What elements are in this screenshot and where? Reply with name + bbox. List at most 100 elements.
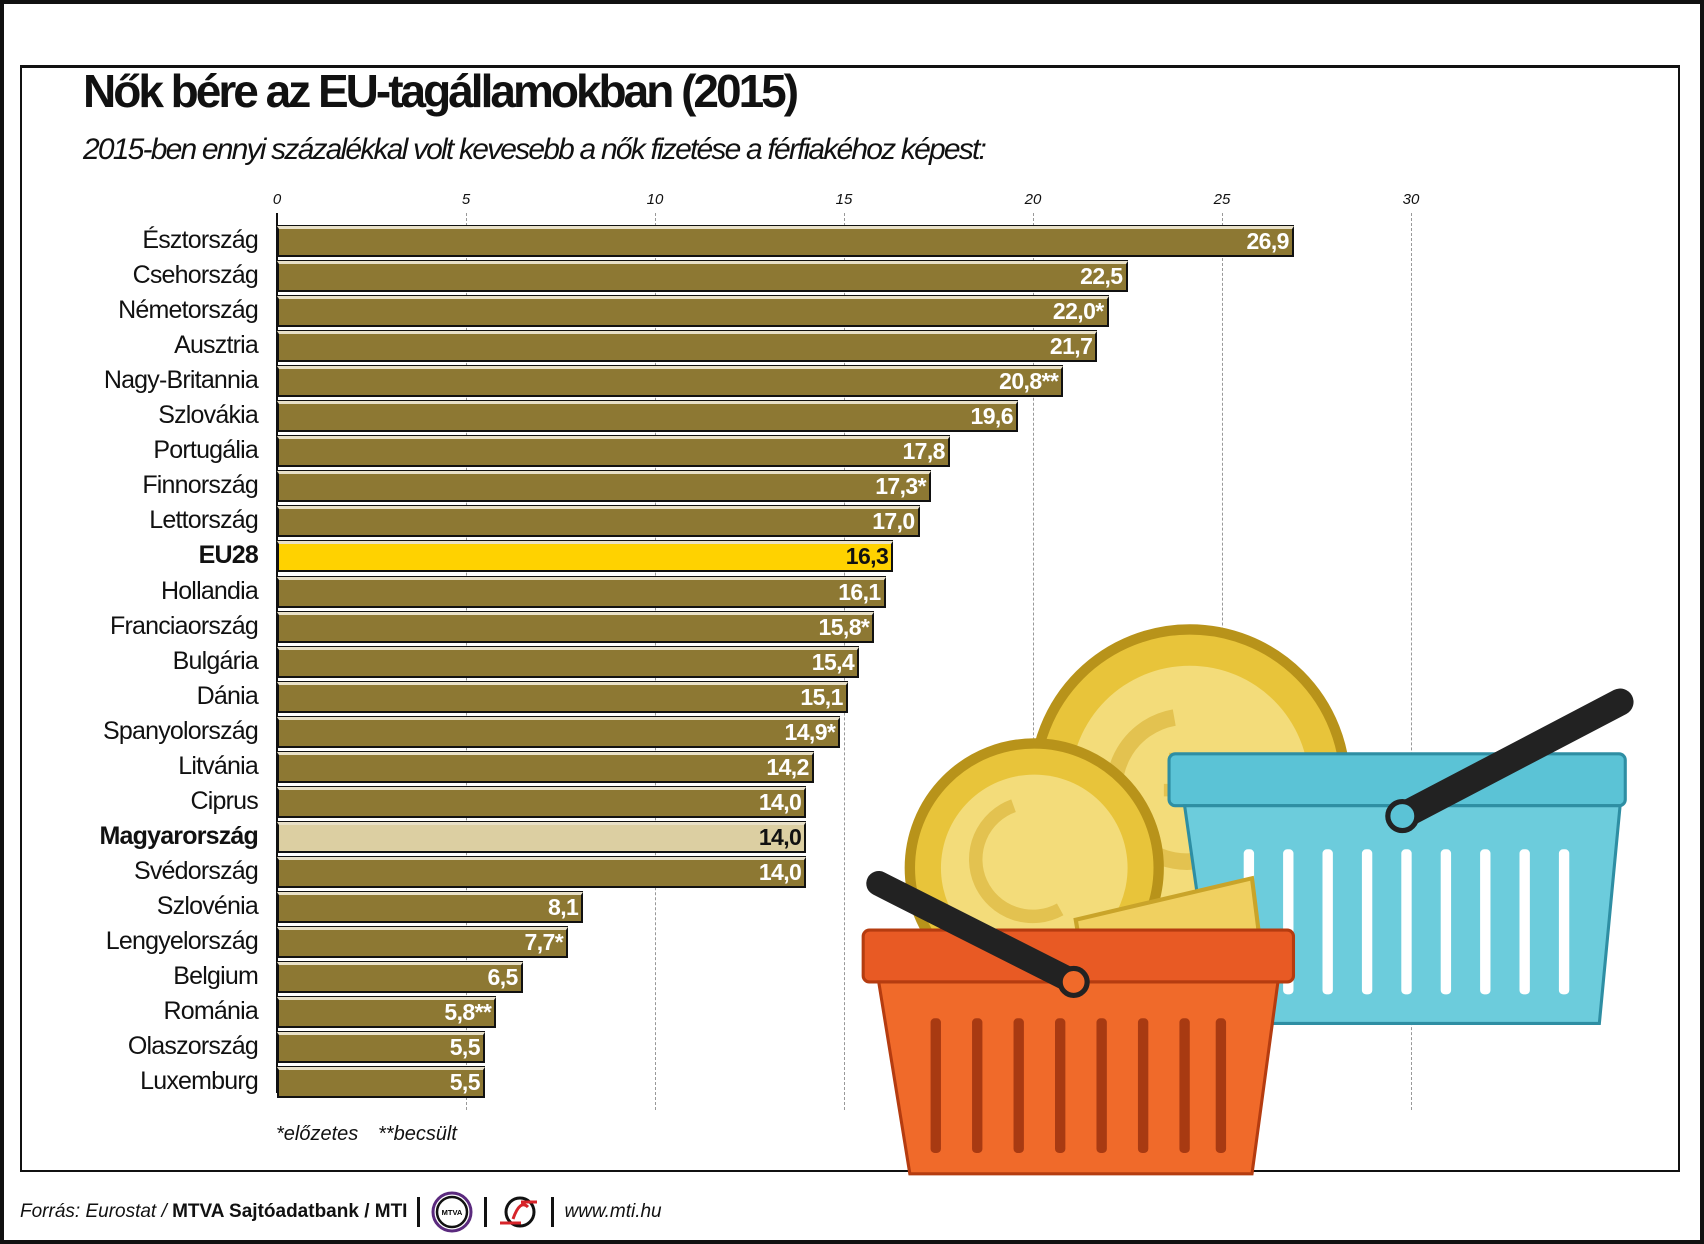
- mti-logo: [500, 1196, 538, 1228]
- bar: [277, 331, 1098, 363]
- category-label: Románia: [163, 997, 259, 1026]
- value-label: 14,9*: [784, 718, 836, 745]
- category-label: Csehország: [132, 261, 259, 290]
- divider: [484, 1197, 488, 1227]
- value-label: 5,5: [449, 1069, 481, 1096]
- value-label: 16,1: [838, 578, 881, 605]
- bar: [277, 611, 875, 643]
- bar: [277, 401, 1018, 433]
- value-label: 17,3*: [875, 473, 926, 500]
- value-label: 22,0*: [1052, 298, 1104, 325]
- value-label: 8,1: [548, 893, 579, 920]
- bar: [277, 541, 894, 573]
- bar: [277, 891, 584, 923]
- bar: [277, 226, 1294, 257]
- value-label: 21,7: [1049, 333, 1093, 360]
- x-tick-label: 5: [461, 191, 471, 208]
- category-label: Szlovénia: [156, 891, 259, 920]
- category-label: Litvánia: [178, 751, 259, 780]
- gridline: [1033, 213, 1034, 1110]
- note-preliminary: *előzetes: [276, 1123, 359, 1145]
- x-tick-label: 25: [1213, 191, 1231, 208]
- value-label: 14,0: [758, 823, 802, 850]
- orange-basket: [861, 738, 1296, 1176]
- bar: [277, 997, 497, 1029]
- divider: [417, 1197, 421, 1227]
- bar: [277, 471, 931, 503]
- source-text: Forrás: Eurostat / MTVA Sajtóadatbank / …: [20, 1201, 408, 1222]
- footer: Forrás: Eurostat / MTVA Sajtóadatbank / …: [20, 1190, 662, 1234]
- value-label: 14,2: [766, 753, 809, 780]
- bar: [277, 681, 848, 713]
- bar: [277, 296, 1109, 328]
- category-label: Ausztria: [174, 331, 259, 360]
- category-label: Finnország: [142, 471, 258, 500]
- value-label: 14,0: [758, 858, 802, 885]
- x-tick-label: 20: [1024, 191, 1042, 208]
- bar: [277, 786, 807, 818]
- bar: [277, 927, 569, 958]
- note-estimated: **becsült: [378, 1123, 457, 1145]
- value-label: 15,1: [800, 683, 843, 710]
- category-label: Spanyolország: [103, 716, 259, 745]
- bar: [277, 261, 1128, 293]
- value-label: 7,7*: [524, 929, 564, 955]
- value-label: 26,9: [1246, 228, 1289, 254]
- divider: [551, 1197, 555, 1227]
- category-label: Lettország: [149, 506, 259, 535]
- bar: [277, 1067, 485, 1099]
- category-label: Olaszország: [127, 1032, 259, 1061]
- bar: [277, 716, 841, 748]
- category-label: Hollandia: [160, 576, 259, 605]
- bar: [277, 962, 523, 994]
- category-label: Portugália: [153, 436, 258, 465]
- baskets-illustration: [861, 624, 1634, 1176]
- x-tick-label: 30: [1402, 191, 1420, 208]
- bar: [277, 646, 860, 678]
- inner-frame: [20, 65, 1680, 1172]
- x-tick-label: 10: [646, 191, 664, 208]
- gridline: [1411, 213, 1412, 1110]
- category-label: Nagy-Britannia: [103, 366, 259, 395]
- bar: [277, 751, 814, 783]
- category-label: EU28: [198, 541, 259, 570]
- chart-subtitle: 2015-ben ennyi százalékkal volt kevesebb…: [83, 133, 987, 166]
- category-label: Lengyelország: [105, 927, 259, 955]
- category-label: Szlovákia: [158, 401, 259, 430]
- bar: [277, 1032, 485, 1064]
- value-label: 16,3: [845, 543, 889, 570]
- value-label: 20,8**: [999, 368, 1059, 395]
- bar: [277, 506, 920, 538]
- bar: [277, 366, 1064, 398]
- value-label: 19,6: [970, 403, 1014, 430]
- value-label: 15,8*: [818, 613, 870, 640]
- category-label: Svédország: [133, 856, 259, 885]
- category-label: Belgium: [173, 962, 259, 991]
- category-label: Észtország: [142, 226, 258, 254]
- value-label: 14,0: [758, 788, 802, 815]
- website-link[interactable]: www.mti.hu: [564, 1201, 662, 1222]
- value-label: 5,8**: [444, 999, 492, 1026]
- x-tick-label: 15: [835, 191, 853, 208]
- category-label: Franciaország: [110, 611, 259, 640]
- category-label: Luxemburg: [140, 1067, 259, 1096]
- category-label: Németország: [118, 296, 259, 325]
- bar: [277, 821, 807, 853]
- value-label: 17,8: [902, 438, 945, 465]
- x-tick-label: 0: [272, 191, 282, 208]
- value-label: 5,5: [449, 1034, 481, 1061]
- bar: [277, 576, 886, 608]
- bar: [277, 436, 950, 468]
- bar: [277, 856, 807, 888]
- value-label: 15,4: [811, 648, 855, 675]
- category-label: Dánia: [196, 681, 259, 710]
- category-label: Bulgária: [172, 646, 259, 675]
- chart-title: Nők bére az EU-tagállamokban (2015): [83, 65, 799, 117]
- svg-text:MTVA: MTVA: [442, 1208, 463, 1217]
- category-label: Magyarország: [99, 821, 258, 850]
- mtva-logo: MTVA: [431, 1191, 473, 1233]
- category-label: Ciprus: [190, 786, 259, 815]
- value-label: 6,5: [487, 964, 519, 991]
